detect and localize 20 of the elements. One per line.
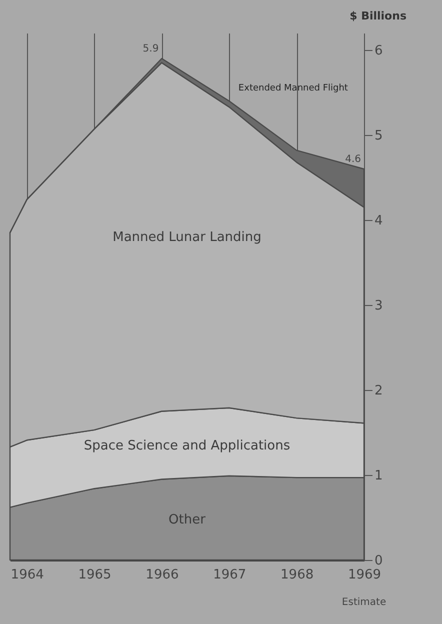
text: Estimate <box>342 597 386 608</box>
x-tick-label: 1966 <box>146 568 179 582</box>
series-label: Space Science and Applications <box>84 438 290 454</box>
x-tick-label: 1965 <box>78 568 112 582</box>
y-axis-title: $ Billions <box>350 10 407 22</box>
series-label: Other <box>168 512 206 528</box>
y-tick-label: 3 <box>374 298 383 314</box>
y-tick-label: 2 <box>374 384 383 398</box>
annotation: 5.9 <box>142 44 159 54</box>
series-label: Manned Lunar Landing <box>112 230 262 245</box>
x-tick-label: 1967 <box>213 568 246 582</box>
y-tick-label: 0 <box>374 554 383 568</box>
x-tick-label: 1964 <box>10 568 44 582</box>
x-tick-label: 1969 <box>348 568 382 582</box>
y-tick-label: 4 <box>374 214 383 228</box>
annotation: 4.6 <box>345 154 361 165</box>
x-tick-label: 1968 <box>280 568 314 582</box>
y-tick-label: 5 <box>374 128 383 144</box>
y-tick-label: 6 <box>374 44 383 58</box>
y-tick-label: 1 <box>374 468 383 484</box>
